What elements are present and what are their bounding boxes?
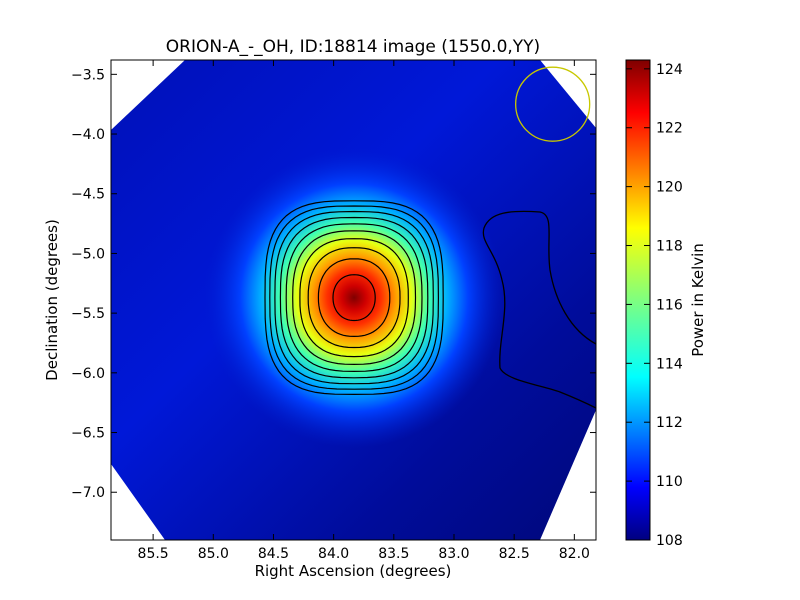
y-tick-label: −7.0 (71, 485, 105, 501)
colorbar: 108 110 112 114 116 118 120 122 124 Power in Kel… (625, 59, 707, 549)
colorbar-tick-label: 118 (656, 239, 683, 255)
y-tick-label: −5.0 (71, 246, 105, 262)
x-tick-label: 82.0 (559, 546, 590, 562)
heatmap-source-glow (204, 147, 505, 448)
contour-lines (264, 200, 444, 396)
colorbar-tick-label: 108 (656, 533, 683, 549)
contour-line (307, 247, 401, 349)
chart-title: ORION-A_-_OH, ID:18814 image (1550.0,YY) (166, 37, 540, 57)
beam-circle (515, 66, 591, 142)
colorbar-tick-label: 112 (656, 415, 683, 431)
contour-line (269, 205, 440, 390)
x-tick-label: 84.0 (318, 546, 349, 562)
x-tick-label: 83.5 (378, 546, 409, 562)
contour-line (274, 210, 434, 385)
x-axis-label: Right Ascension (degrees) (255, 562, 452, 580)
colorbar-tick-label: 116 (656, 297, 683, 313)
contour-east (482, 210, 596, 409)
y-tick-label: −4.0 (71, 127, 105, 143)
y-tick-label: −5.5 (71, 306, 105, 322)
x-tick-label: 85.5 (138, 546, 169, 562)
contour-line (299, 238, 409, 358)
contour-line (285, 223, 423, 373)
x-axis: 85.5 85.0 84.5 84.0 83.5 83.0 82.5 82.0 (138, 60, 590, 562)
y-tick-label: −6.0 (71, 366, 105, 382)
y-axis: −3.5 −4.0 −4.5 −5.0 −5.5 −6.0 −6.5 −7.0 (71, 67, 596, 501)
contour-line (264, 200, 444, 396)
x-tick-label: 82.5 (499, 546, 530, 562)
y-tick-label: −4.5 (71, 187, 105, 203)
plot-area (111, 60, 596, 540)
x-tick-label: 84.5 (258, 546, 289, 562)
y-tick-label: −6.5 (71, 426, 105, 442)
contour-line (317, 258, 391, 338)
y-tick-label: −3.5 (71, 67, 105, 83)
contour-line (332, 274, 376, 322)
contour-line (292, 230, 417, 366)
colorbar-tick-label: 114 (656, 356, 683, 372)
colorbar-tick-label: 120 (656, 180, 683, 196)
colorbar-gradient (625, 59, 651, 541)
contour-line (279, 216, 429, 379)
colorbar-ticks: 108 110 112 114 116 118 120 122 124 (626, 62, 683, 549)
colorbar-tick-label: 124 (656, 62, 683, 78)
plot-frame (110, 59, 597, 541)
colorbar-tick-label: 122 (656, 121, 683, 137)
colorbar-tick-label: 110 (656, 474, 683, 490)
colorbar-label: Power in Kelvin (689, 243, 707, 357)
y-axis-label: Declination (degrees) (43, 219, 61, 381)
x-tick-label: 83.0 (438, 546, 469, 562)
x-tick-label: 85.0 (198, 546, 229, 562)
